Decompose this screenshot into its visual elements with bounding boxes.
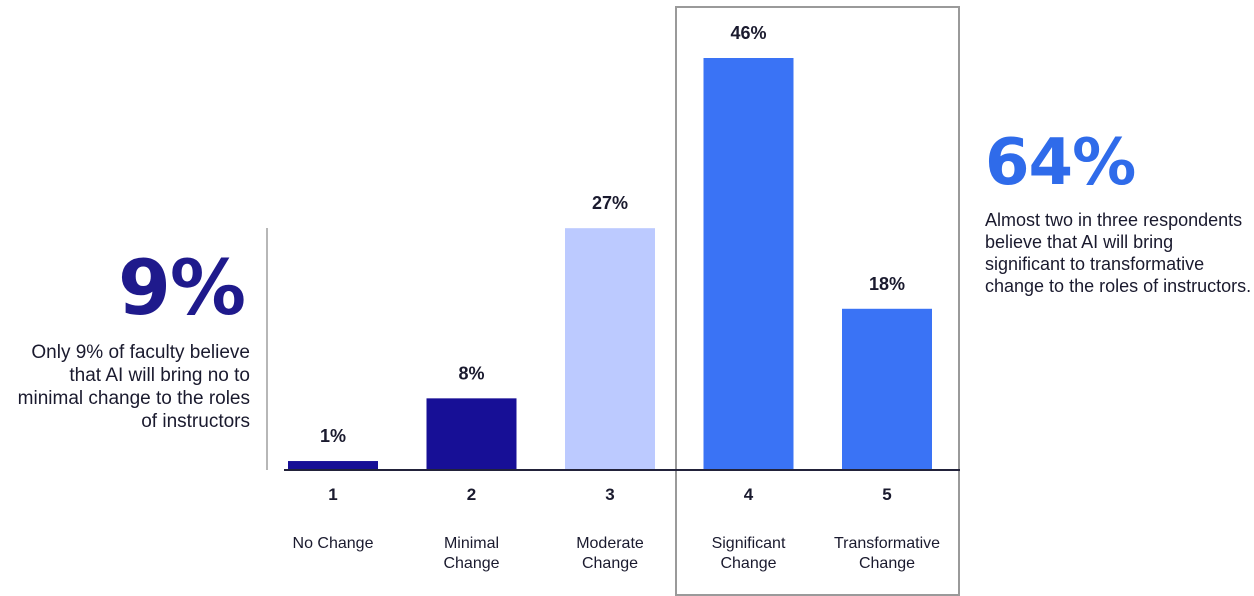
bar-3 [565, 228, 655, 470]
tick-label-4: 4 [744, 485, 754, 504]
left-stat: 9% [117, 243, 246, 332]
bar-5 [842, 308, 932, 470]
value-label-4: 46% [730, 23, 766, 43]
category-label-4-line-1: Significant [712, 535, 786, 552]
bar-chart: 1% 1 No Change 8% 2 Minimal Change 27% 3 Moderate… [284, 23, 960, 572]
category-label-4-line-2: Change [720, 555, 776, 572]
value-label-3: 27% [592, 193, 628, 213]
right-description: Almost two in three respondents believe … [985, 210, 1252, 296]
value-label-5: 18% [869, 274, 905, 294]
bar-4 [703, 58, 794, 470]
category-label-2-line-1: Minimal [444, 535, 499, 552]
category-label-5-line-2: Change [859, 555, 915, 572]
value-label-1: 1% [320, 426, 346, 446]
tick-label-3: 3 [605, 485, 614, 504]
value-label-2: 8% [458, 363, 484, 383]
left-callout: 9% Only 9% of faculty believe that AI wi… [0, 250, 250, 433]
tick-label-1: 1 [328, 485, 337, 504]
right-stat: 64% [985, 126, 1136, 200]
category-label-5-line-1: Transformative [834, 535, 940, 552]
right-callout: 64% Almost two in three respondents beli… [985, 128, 1254, 297]
bar-2 [426, 398, 517, 470]
category-label-1-line-1: No Change [293, 535, 374, 552]
category-label-3-line-2: Change [582, 555, 638, 572]
category-label-3-line-1: Moderate [576, 535, 644, 552]
tick-label-2: 2 [467, 485, 476, 504]
bars-group [288, 58, 932, 470]
tick-label-5: 5 [882, 485, 891, 504]
left-description: Only 9% of faculty believe that AI will … [17, 342, 250, 432]
category-label-2-line-2: Change [443, 555, 499, 572]
bar-1 [288, 461, 378, 470]
left-divider [266, 228, 268, 470]
